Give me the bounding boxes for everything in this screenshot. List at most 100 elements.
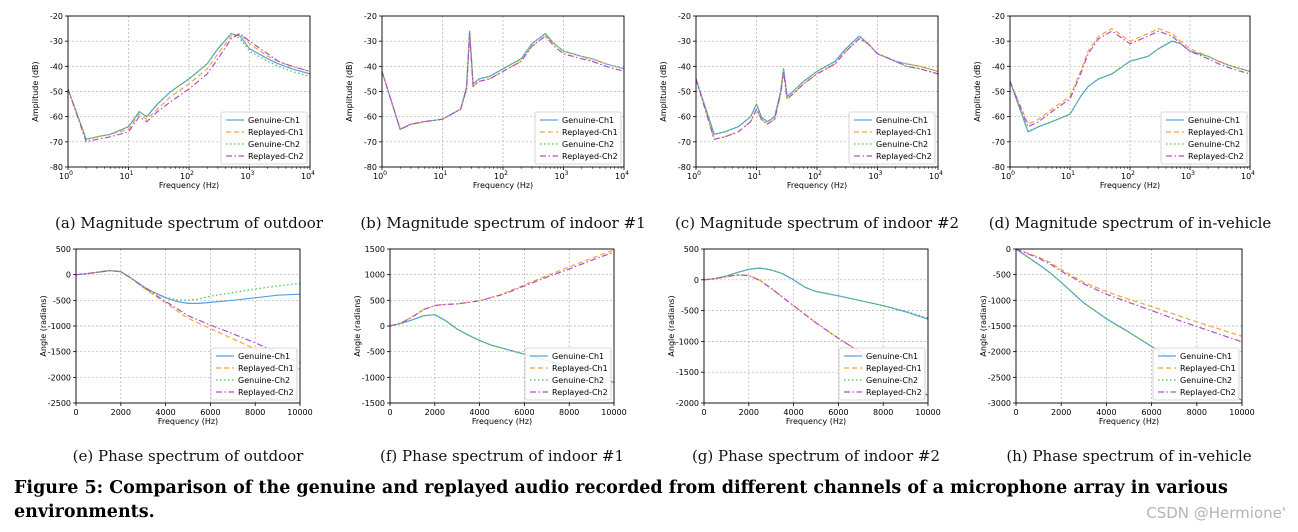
tick-label-y: 500 (684, 245, 699, 254)
tick-label-y: -80 (364, 163, 377, 172)
legend-entry: Replayed-Ch2 (1188, 152, 1244, 161)
tick-label-x: 101 (1061, 170, 1075, 181)
legend-box (1152, 347, 1240, 401)
legend-entry: Replayed-Ch1 (238, 364, 294, 373)
tick-label-y: -60 (364, 113, 377, 122)
tick-label-x: 2000 (111, 408, 131, 417)
tick-label-x: 102 (1121, 170, 1135, 181)
x-axis-label: Frequency (Hz) (787, 181, 847, 190)
tick-label-x: 2000 (1051, 408, 1071, 417)
legend-entry: Genuine-Ch2 (1180, 376, 1232, 385)
legend-box (534, 111, 622, 165)
series-line-genuine-ch1 (704, 267, 928, 320)
tick-label-y: -80 (992, 163, 1005, 172)
tick-label-y: -60 (678, 113, 691, 122)
tick-label-y: 500 (370, 296, 385, 305)
legend-entry: Genuine-Ch2 (238, 376, 290, 385)
tick-label-x: 4000 (1096, 408, 1116, 417)
tick-label-x: 4000 (469, 408, 489, 417)
tick-label-y: -1500 (362, 399, 385, 408)
tick-label-y: 1500 (365, 245, 385, 254)
plot-frame (389, 248, 615, 404)
tick-label-y: -500 (993, 271, 1011, 280)
tick-label-x: 103 (240, 170, 254, 181)
plot-frame (695, 15, 939, 168)
series-line-genuine-ch1 (76, 270, 300, 304)
series-line-genuine-ch2 (696, 35, 938, 135)
y-axis-label: Amplitude (dB) (973, 61, 982, 121)
y-axis-label: Angle (radians) (353, 295, 362, 356)
tick-label-x: 10000 (287, 408, 312, 417)
tick-label-x: 103 (868, 170, 882, 181)
series-line-genuine-ch2 (1010, 40, 1250, 133)
legend-entry: Genuine-Ch2 (562, 140, 614, 149)
legend-entry: Genuine-Ch2 (876, 140, 928, 149)
tick-label-y: -80 (50, 163, 63, 172)
subfigure-caption-c: (c) Magnitude spectrum of indoor #2 (674, 214, 960, 232)
legend: Genuine-Ch1 Replayed-Ch1 Genuine-Ch2 Replay… (534, 111, 622, 165)
series-line-genuine-ch2 (76, 270, 300, 301)
legend-box (848, 111, 936, 165)
series-group (76, 270, 300, 371)
legend-entry: Replayed-Ch1 (866, 364, 922, 373)
tick-label-x: 100 (373, 170, 387, 181)
tick-label-y: -20 (992, 12, 1005, 21)
tick-label-y: -1000 (988, 296, 1011, 305)
tick-label-y: -40 (678, 62, 691, 71)
legend-box (1160, 111, 1248, 165)
tick-label-x: 2000 (425, 408, 445, 417)
legend-entry: Genuine-Ch1 (876, 116, 928, 125)
legend: Genuine-Ch1 Replayed-Ch1 Genuine-Ch2 Replay… (220, 111, 308, 165)
legend: Genuine-Ch1 Replayed-Ch1 Genuine-Ch2 Replay… (210, 347, 298, 401)
legend-entry: Replayed-Ch1 (876, 128, 932, 137)
legend-entry: Replayed-Ch1 (562, 128, 618, 137)
legend-entry: Genuine-Ch1 (238, 352, 290, 361)
tick-label-y: -50 (992, 88, 1005, 97)
tick-label-x: 4000 (783, 408, 803, 417)
plot-frame (1015, 248, 1243, 404)
tick-label-y: -70 (678, 138, 691, 147)
tick-label-x: 8000 (873, 408, 893, 417)
y-axis-label: Angle (radians) (39, 295, 48, 356)
tick-label-y: -40 (50, 62, 63, 71)
tick-label-y: -20 (364, 12, 377, 21)
legend-entry: Genuine-Ch1 (1180, 352, 1232, 361)
tick-label-x: 8000 (559, 408, 579, 417)
tick-label-y: -1000 (362, 373, 385, 382)
tick-label-x: 100 (1001, 170, 1015, 181)
legend-entry: Replayed-Ch1 (552, 364, 608, 373)
tick-label-x: 10000 (915, 408, 940, 417)
tick-label-x: 102 (180, 170, 194, 181)
tick-label-y: -70 (50, 138, 63, 147)
series-group (1010, 28, 1250, 133)
tick-label-x: 0 (73, 408, 78, 417)
subfigure-caption-h: (h) Phase spectrum of in-vehicle (1006, 447, 1252, 465)
tick-label-y: -500 (53, 296, 71, 305)
series-line-replayed-ch2 (1016, 249, 1242, 343)
legend-entry: Genuine-Ch2 (866, 376, 918, 385)
tick-label-y: -1500 (988, 322, 1011, 331)
legend-entry: Genuine-Ch2 (552, 376, 604, 385)
x-axis-label: Frequency (Hz) (1100, 181, 1160, 190)
series-line-replayed-ch2 (390, 251, 614, 327)
subfigure-caption-d: (d) Magnitude spectrum of in-vehicle (988, 214, 1272, 232)
tick-label-x: 104 (929, 170, 943, 181)
tick-label-x: 10000 (601, 408, 626, 417)
tick-label-y: -500 (681, 307, 699, 316)
tick-label-y: -2000 (48, 373, 71, 382)
tick-label-x: 6000 (1141, 408, 1161, 417)
plot-frame (67, 15, 311, 168)
x-axis-label: Frequency (Hz) (472, 417, 532, 426)
plot-frame (703, 248, 929, 404)
tick-label-y: -2000 (676, 399, 699, 408)
legend-entry: Genuine-Ch2 (248, 140, 300, 149)
tick-label-y: -500 (367, 348, 385, 357)
legend: Genuine-Ch1 Replayed-Ch1 Genuine-Ch2 Replay… (1160, 111, 1248, 165)
subfigure-caption-b: (b) Magnitude spectrum of indoor #1 (360, 214, 646, 232)
series-line-replayed-ch2 (68, 32, 310, 143)
tick-label-y: 0 (694, 276, 699, 285)
tick-label-y: -30 (50, 37, 63, 46)
